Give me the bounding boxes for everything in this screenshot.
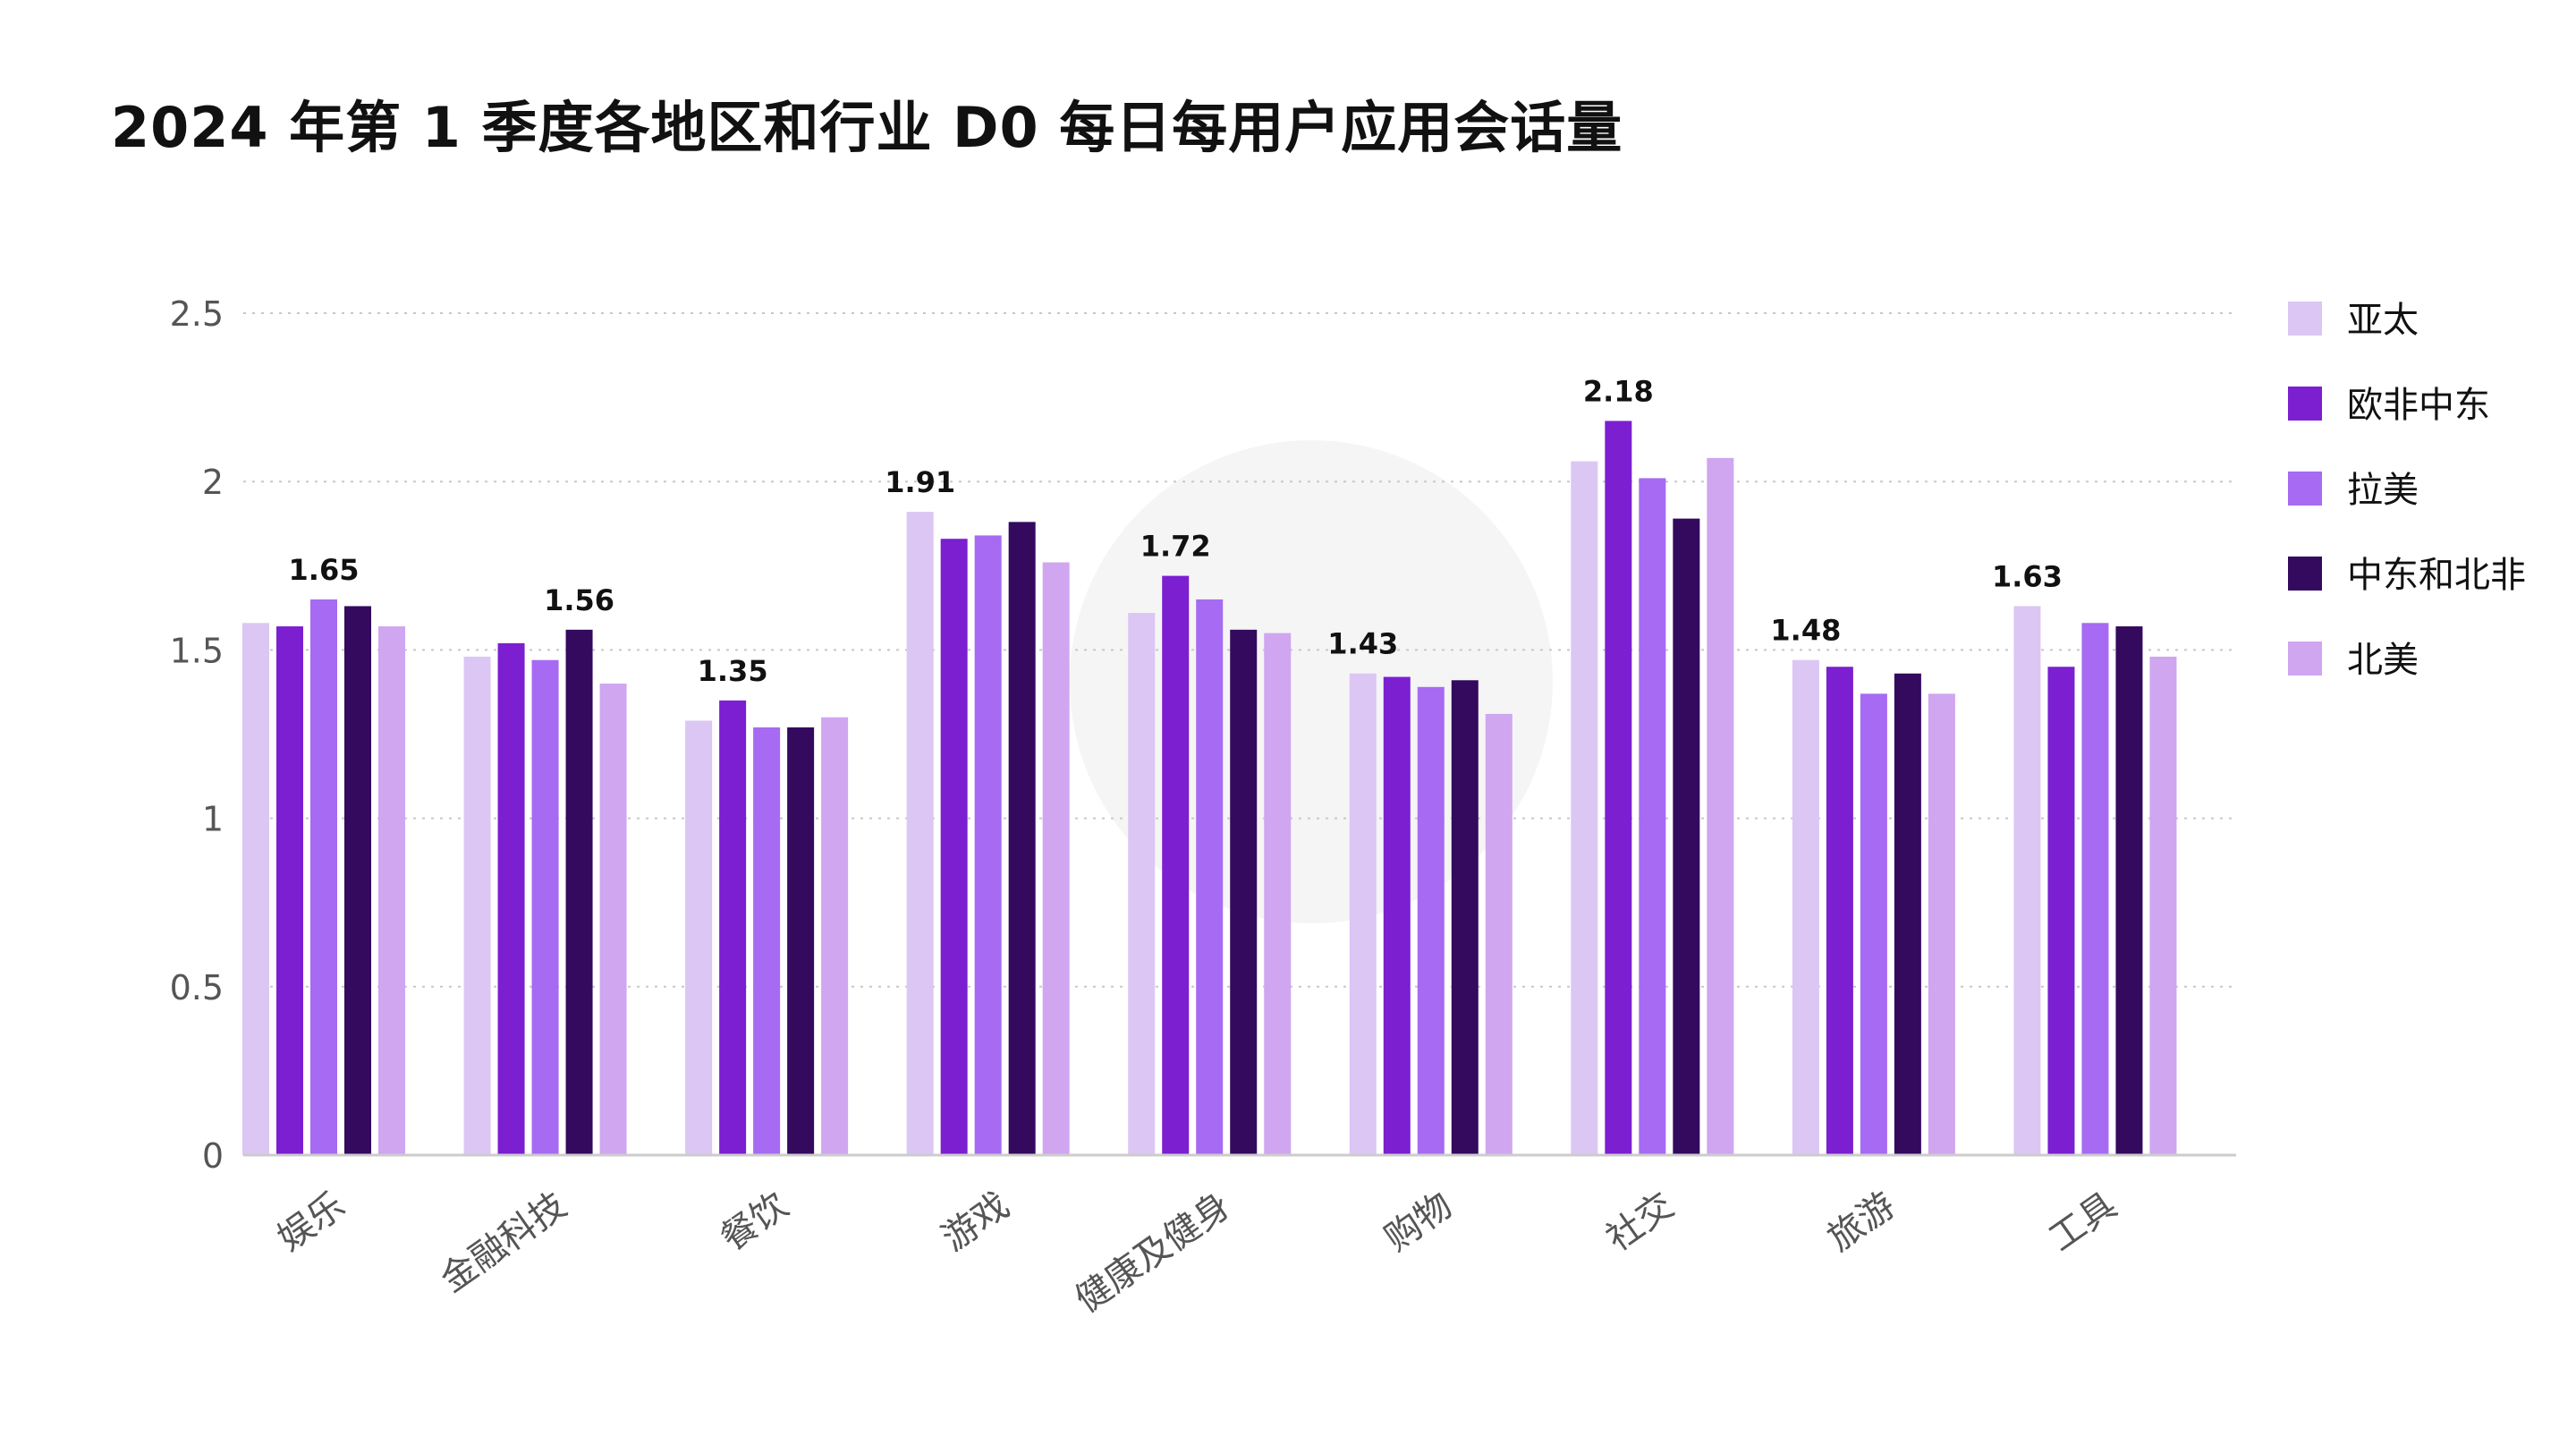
data-label: 1.91 xyxy=(885,465,955,499)
x-tick-label: 购物 xyxy=(1377,1185,1460,1260)
chart-title: 2024 年第 1 季度各地区和行业 D0 每日每用户应用会话量 xyxy=(111,95,1623,160)
x-tick-label: 金融科技 xyxy=(433,1185,573,1300)
bar xyxy=(497,642,525,1155)
bar xyxy=(565,629,593,1155)
legend-label: 拉美 xyxy=(2347,470,2419,511)
bar xyxy=(821,717,849,1155)
bar xyxy=(2081,623,2109,1155)
bar xyxy=(719,700,747,1155)
bar xyxy=(310,599,337,1155)
x-tick-label: 餐饮 xyxy=(713,1185,795,1260)
bar xyxy=(242,623,269,1155)
bar xyxy=(276,626,303,1155)
bar xyxy=(685,720,713,1155)
bar xyxy=(1196,599,1224,1155)
bar xyxy=(1928,693,1955,1155)
bar xyxy=(1792,659,1819,1155)
bar xyxy=(1162,575,1190,1155)
x-tick-label: 健康及健身 xyxy=(1068,1185,1238,1321)
data-labels: 1.65 1.56 1.35 1.91 1.72 1.43 2.18 1.48 1.63 xyxy=(289,374,2063,687)
data-label: 1.65 xyxy=(289,553,360,587)
data-label: 1.72 xyxy=(1140,530,1211,564)
data-label: 1.48 xyxy=(1770,614,1841,648)
legend-label: 欧非中东 xyxy=(2347,385,2490,426)
data-label: 2.18 xyxy=(1583,374,1654,408)
bar xyxy=(1128,612,1156,1155)
bar xyxy=(1707,457,1734,1155)
legend-swatch xyxy=(2288,387,2322,421)
bar xyxy=(2115,626,2143,1155)
bar xyxy=(463,656,491,1155)
bar xyxy=(940,539,968,1155)
bar xyxy=(1485,713,1513,1155)
bar xyxy=(1639,478,1666,1155)
legend-swatch xyxy=(2288,472,2322,506)
bar xyxy=(1349,673,1377,1155)
y-tick-label: 0.5 xyxy=(170,968,224,1007)
bar xyxy=(1383,676,1411,1155)
data-label: 1.35 xyxy=(698,654,768,688)
data-label: 1.63 xyxy=(1992,559,2063,593)
bar xyxy=(378,626,405,1155)
bar xyxy=(1417,686,1445,1155)
y-tick-label: 0 xyxy=(202,1136,224,1176)
bar xyxy=(2149,656,2177,1155)
bar xyxy=(599,684,627,1155)
legend-label: 北美 xyxy=(2347,640,2419,681)
bar xyxy=(1451,680,1479,1155)
bar xyxy=(2047,667,2075,1155)
bar xyxy=(1826,667,1853,1155)
bar xyxy=(974,535,1002,1155)
x-tick-label: 社交 xyxy=(1599,1185,1682,1260)
legend-label: 中东和北非 xyxy=(2347,555,2526,596)
x-tick-label: 工具 xyxy=(2042,1185,2124,1260)
bars xyxy=(242,421,2177,1155)
bar xyxy=(1673,518,1700,1155)
x-tick-label: 旅游 xyxy=(1820,1185,1902,1260)
y-tick-label: 2 xyxy=(202,463,224,502)
y-axis-ticks: 0 0.5 1 1.5 2 2.5 xyxy=(170,294,224,1176)
bar xyxy=(344,606,371,1155)
bar xyxy=(1230,629,1258,1155)
y-tick-label: 1.5 xyxy=(170,631,224,670)
x-tick-label: 游戏 xyxy=(935,1185,1017,1260)
bar xyxy=(787,727,815,1155)
legend-label: 亚太 xyxy=(2347,300,2419,341)
bar xyxy=(1042,562,1070,1155)
legend-swatch xyxy=(2288,557,2322,591)
bar xyxy=(531,659,559,1155)
legend-swatch xyxy=(2288,302,2322,336)
bar xyxy=(1571,461,1598,1155)
bar xyxy=(1860,693,1887,1155)
bar xyxy=(906,512,934,1155)
data-label: 1.43 xyxy=(1327,627,1398,661)
bar xyxy=(1605,421,1632,1155)
bar xyxy=(1264,633,1292,1155)
bar xyxy=(753,727,781,1155)
bar xyxy=(1008,522,1036,1155)
legend-swatch xyxy=(2288,642,2322,676)
x-axis-ticks: 娱乐 金融科技 餐饮 游戏 健康及健身 购物 社交 旅游 工具 xyxy=(270,1185,2123,1321)
y-tick-label: 2.5 xyxy=(170,294,224,334)
data-label: 1.56 xyxy=(544,583,614,617)
bar xyxy=(1894,673,1921,1155)
x-tick-label: 娱乐 xyxy=(270,1185,352,1260)
bar xyxy=(2013,606,2041,1155)
y-tick-label: 1 xyxy=(202,800,224,839)
